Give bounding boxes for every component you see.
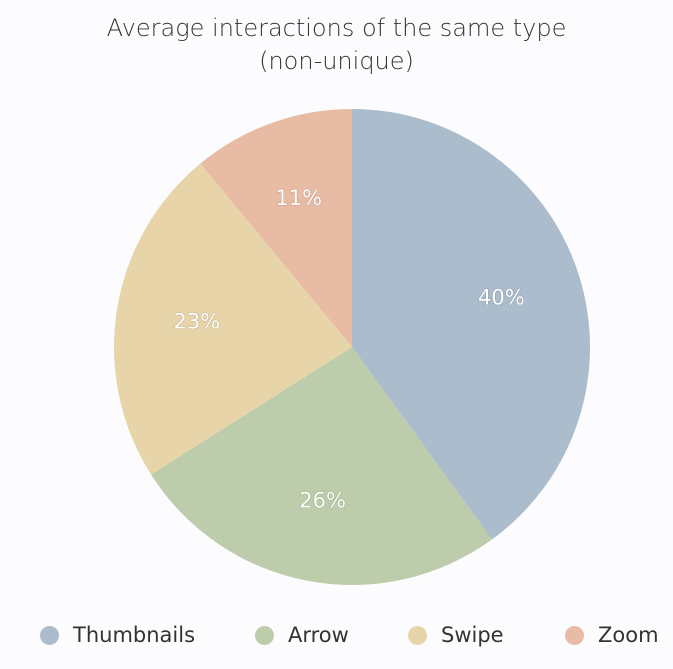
slice-label-arrow: 26% <box>299 488 346 512</box>
legend-swatch-thumbnails <box>40 625 59 645</box>
legend-label-zoom: Zoom <box>598 623 659 647</box>
chart-title-line-1: Average interactions of the same type <box>106 14 567 42</box>
legend-swatch-arrow <box>255 625 274 645</box>
legend-label-arrow: Arrow <box>288 623 349 647</box>
pie-slice-swipe[interactable] <box>113 163 353 475</box>
slice-label-zoom: 11% <box>275 186 322 210</box>
legend-item-thumbnails[interactable]: Thumbnails <box>40 620 195 650</box>
legend-swatch-swipe <box>408 625 427 645</box>
chart-title: Average interactions of the same type (n… <box>0 12 673 78</box>
legend-label-swipe: Swipe <box>441 623 504 647</box>
pie-slice-arrow[interactable] <box>151 347 492 585</box>
legend-item-arrow[interactable]: Arrow <box>255 620 349 650</box>
pie-slice-zoom[interactable] <box>200 109 352 347</box>
legend-item-zoom[interactable]: Zoom <box>565 620 659 650</box>
slice-label-swipe: 23% <box>174 309 221 333</box>
legend-item-swipe[interactable]: Swipe <box>408 620 504 650</box>
pie-slice-thumbnails[interactable] <box>352 109 590 540</box>
legend-swatch-zoom <box>565 625 584 645</box>
chart-title-line-2: (non-unique) <box>259 47 414 75</box>
legend-label-thumbnails: Thumbnails <box>73 623 196 647</box>
chart-legend: Thumbnails Arrow Swipe Zoom <box>0 620 673 650</box>
slice-label-thumbnails: 40% <box>478 285 525 309</box>
